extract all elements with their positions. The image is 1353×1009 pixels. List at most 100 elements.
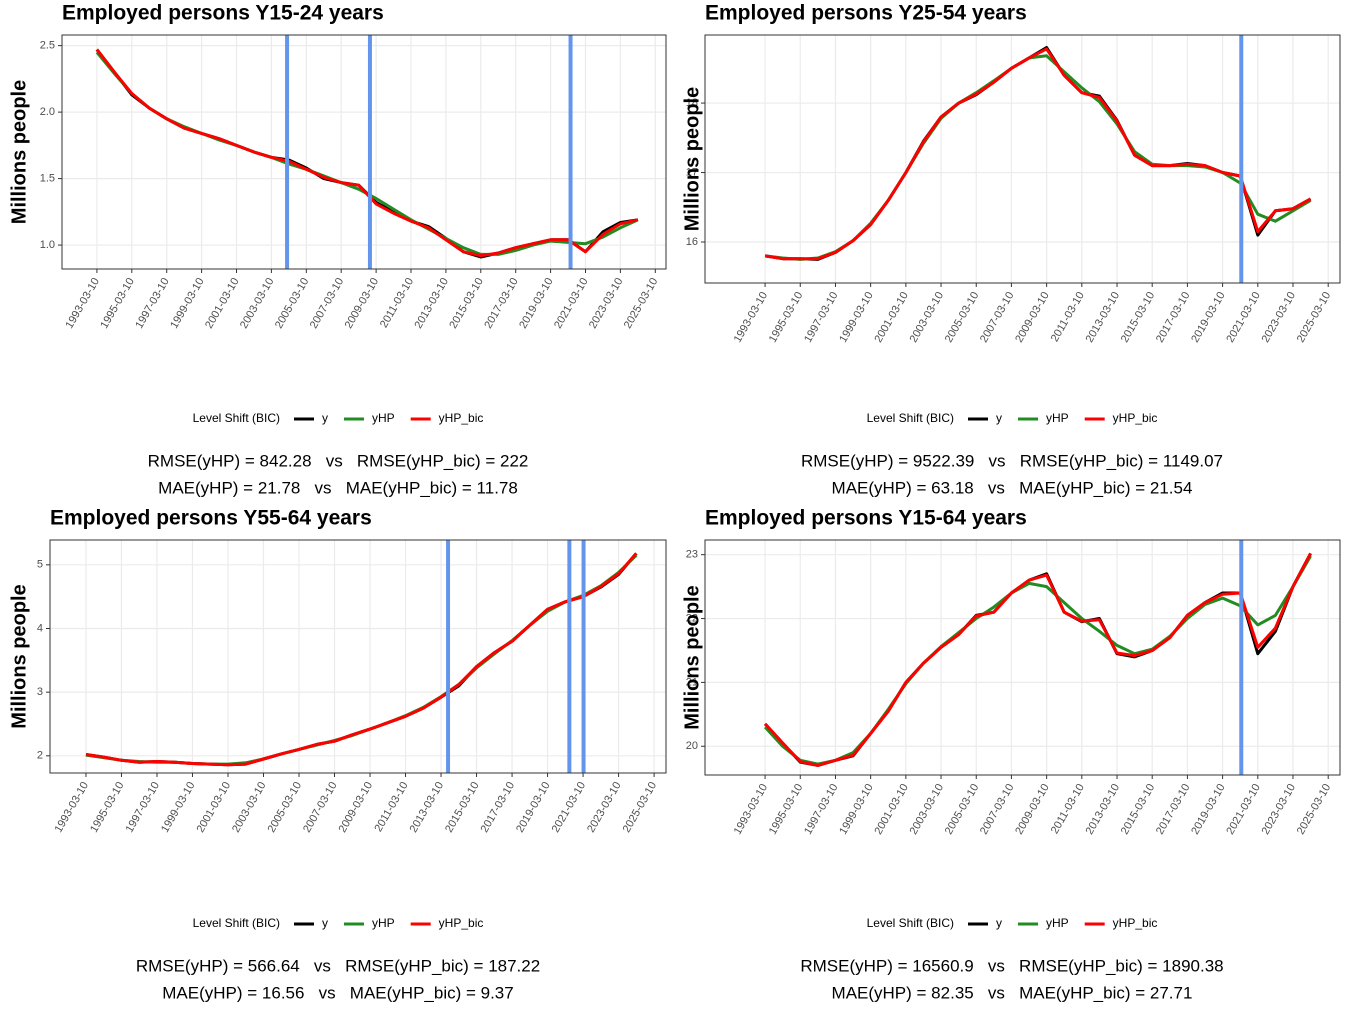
x-tick-label: 2017-03-10: [1154, 290, 1193, 345]
x-tick-label: 2025-03-10: [1295, 290, 1334, 345]
y-tick-label: 4: [37, 622, 43, 634]
x-tick-label: 2013-03-10: [1084, 782, 1123, 837]
y-tick-label: 23: [686, 549, 698, 561]
x-tick-label: 2023-03-10: [587, 276, 626, 331]
metric-annotation: MAE(yHP) = 16.56 vs MAE(yHP_bic) = 9.37: [162, 983, 513, 1002]
x-tick-label: 2003-03-10: [238, 276, 277, 331]
x-tick-label: 1999-03-10: [837, 782, 876, 837]
legend-label: yHP: [372, 916, 395, 930]
y-tick-label: 3: [37, 686, 43, 698]
x-tick-label: 1999-03-10: [837, 290, 876, 345]
metric-annotation: RMSE(yHP) = 16560.9 vs RMSE(yHP_bic) = 1…: [800, 956, 1223, 975]
plot-background: [50, 540, 666, 773]
x-tick-label: 2013-03-10: [408, 780, 447, 835]
x-tick-label: 2003-03-10: [230, 780, 269, 835]
chart-title: Employed persons Y15-24 years: [62, 2, 384, 25]
plot-border: [49, 539, 667, 774]
y-tick-label: 1.5: [40, 172, 55, 184]
x-tick-label: 2023-03-10: [1260, 290, 1299, 345]
y-axis-label: Millions people: [8, 80, 30, 224]
x-tick-label: 2015-03-10: [1119, 782, 1158, 837]
y-tick-label: 5: [37, 559, 43, 571]
x-tick-label: 2007-03-10: [978, 290, 1017, 345]
x-tick-label: 2009-03-10: [1013, 782, 1052, 837]
legend-label: yHP_bic: [1113, 916, 1158, 930]
x-tick-label: 2011-03-10: [1049, 782, 1087, 836]
x-tick-label: 2021-03-10: [550, 780, 589, 835]
plot-background: [705, 540, 1340, 775]
x-tick-label: 2013-03-10: [412, 276, 451, 331]
x-tick-label: 1993-03-10: [53, 780, 92, 835]
x-tick-label: 2007-03-10: [301, 780, 340, 835]
x-tick-label: 2019-03-10: [1189, 290, 1228, 345]
y-tick-label: 1.0: [40, 239, 55, 251]
x-tick-label: 2005-03-10: [943, 290, 982, 345]
legend-label: y: [996, 411, 1002, 425]
x-tick-label: 2017-03-10: [482, 276, 521, 331]
x-tick-label: 1999-03-10: [168, 276, 207, 331]
legend-label: y: [322, 411, 328, 425]
plot-border: [61, 34, 667, 270]
y-tick-label: 20: [686, 740, 698, 752]
x-tick-label: 2003-03-10: [908, 290, 947, 345]
y-axis-label: Millions people: [681, 87, 703, 231]
y-axis-label: Millions people: [681, 585, 703, 729]
x-tick-label: 1997-03-10: [133, 276, 172, 331]
y-tick-label: 18: [686, 97, 698, 109]
chart-title: Employed persons Y25-54 years: [705, 2, 1027, 25]
legend-title: Level Shift (BIC): [867, 916, 954, 930]
x-tick-label: 2009-03-10: [1013, 290, 1052, 345]
x-tick-label: 1995-03-10: [98, 276, 137, 331]
legend-title: Level Shift (BIC): [193, 916, 280, 930]
plot-border: [704, 34, 1341, 284]
x-tick-label: 2001-03-10: [195, 780, 234, 835]
chart-title: Employed persons Y15-64 years: [705, 507, 1027, 530]
x-tick-label: 2013-03-10: [1084, 290, 1123, 345]
x-tick-label: 2001-03-10: [872, 290, 911, 345]
x-tick-label: 2011-03-10: [373, 780, 411, 834]
x-tick-label: 1993-03-10: [64, 276, 103, 331]
x-tick-label: 2021-03-10: [1224, 782, 1263, 837]
x-tick-label: 2015-03-10: [447, 276, 486, 331]
x-tick-label: 2005-03-10: [266, 780, 305, 835]
plot-border: [704, 539, 1341, 776]
x-tick-label: 2021-03-10: [552, 276, 591, 331]
x-tick-label: 2007-03-10: [978, 782, 1017, 837]
y-tick-label: 2: [37, 750, 43, 762]
x-tick-label: 2005-03-10: [943, 782, 982, 837]
x-tick-label: 2007-03-10: [308, 276, 347, 331]
x-tick-label: 1997-03-10: [124, 780, 163, 835]
x-tick-label: 2001-03-10: [872, 782, 911, 837]
legend-label: yHP: [1046, 411, 1069, 425]
y-tick-label: 16: [686, 236, 698, 248]
x-tick-label: 2017-03-10: [479, 780, 518, 835]
legend-label: yHP_bic: [439, 411, 484, 425]
x-tick-label: 1993-03-10: [732, 290, 771, 345]
x-tick-label: 1995-03-10: [767, 290, 806, 345]
x-tick-label: 2025-03-10: [622, 276, 661, 331]
y-tick-label: 17: [686, 166, 698, 178]
legend-label: yHP: [1046, 916, 1069, 930]
legend-title: Level Shift (BIC): [193, 411, 280, 425]
series-line: [763, 552, 1312, 767]
x-tick-label: 2009-03-10: [337, 780, 376, 835]
x-tick-label: 2019-03-10: [514, 780, 553, 835]
metric-annotation: MAE(yHP) = 63.18 vs MAE(yHP_bic) = 21.54: [832, 478, 1193, 497]
chart-title: Employed persons Y55-64 years: [50, 507, 372, 530]
x-tick-label: 2015-03-10: [1119, 290, 1158, 345]
metric-annotation: MAE(yHP) = 21.78 vs MAE(yHP_bic) = 11.78: [158, 478, 518, 497]
x-tick-label: 1999-03-10: [159, 780, 198, 835]
y-tick-label: 22: [686, 612, 698, 624]
x-tick-label: 2019-03-10: [1189, 782, 1228, 837]
x-tick-label: 2015-03-10: [443, 780, 482, 835]
x-tick-label: 2003-03-10: [908, 782, 947, 837]
x-tick-label: 1997-03-10: [802, 290, 841, 345]
x-tick-label: 2023-03-10: [1260, 782, 1299, 837]
x-tick-label: 2025-03-10: [1295, 782, 1334, 837]
y-tick-label: 21: [686, 676, 698, 688]
metric-annotation: RMSE(yHP) = 566.64 vs RMSE(yHP_bic) = 18…: [136, 956, 540, 975]
x-tick-label: 2001-03-10: [203, 276, 242, 331]
y-tick-label: 2.0: [40, 106, 55, 118]
x-tick-label: 2011-03-10: [1049, 290, 1087, 344]
